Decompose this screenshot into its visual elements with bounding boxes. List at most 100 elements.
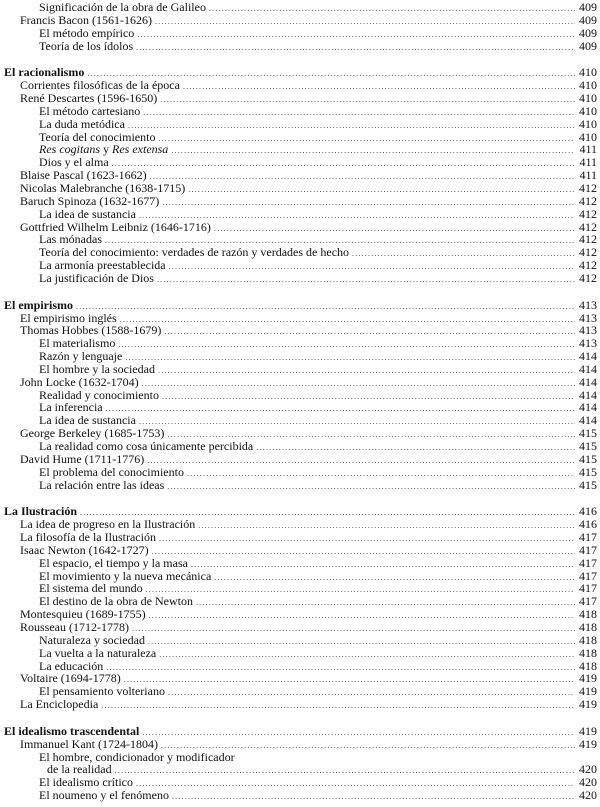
dot-leader <box>169 261 575 274</box>
entry-title: El hombre, condicionador y modificador <box>39 749 235 764</box>
entry-title: de la realidad <box>47 762 112 777</box>
dot-leader <box>128 120 575 133</box>
page-number: 412 <box>579 245 597 260</box>
entry-title: La relación entre las ideas <box>39 477 165 492</box>
toc-entry: René Descartes (1596-1650) 410 <box>0 92 600 105</box>
toc-entry: Las mónadas 412 <box>0 233 600 246</box>
page-number: 414 <box>579 374 597 389</box>
page-number: 409 <box>579 12 597 27</box>
page-number: 409 <box>579 25 597 40</box>
page-number: 415 <box>579 439 597 453</box>
page-number: 417 <box>579 542 597 557</box>
entry-title: La justificación de Dios <box>39 270 154 285</box>
entry-title: El hombre y la sociedad <box>39 361 155 376</box>
entry-title: La armonía preestablecida <box>39 258 166 273</box>
section-heading: El empirismo 413 <box>0 297 600 312</box>
dot-leader <box>143 107 575 120</box>
entry-title: Teoría del conocimiento <box>39 129 156 144</box>
entry-title: El espacio, el tiempo y la masa <box>39 555 188 570</box>
dot-leader <box>196 597 575 610</box>
toc-entry: Razón y lenguaje 414 <box>0 350 600 363</box>
page-number: 412 <box>579 180 597 195</box>
entry-title: La Enciclopedia <box>20 697 99 712</box>
entry-title: La idea de sustancia <box>39 413 136 428</box>
page-number: 413 <box>579 323 597 338</box>
toc-entry: La Enciclopedia 419 <box>0 698 600 711</box>
toc-section: Significación de la obra de Galileo409Fr… <box>0 1 600 52</box>
toc-entry: El método cartesiano 410 <box>0 105 600 118</box>
page-number: 420 <box>579 762 597 777</box>
entry-title: El pensamiento volteriano <box>39 684 165 699</box>
dot-leader <box>132 623 575 636</box>
page-number: 410 <box>579 129 597 144</box>
dot-leader <box>214 572 575 585</box>
page-number: 417 <box>579 555 597 570</box>
toc-section: El racionalismo410Corrientes filosóficas… <box>0 66 600 284</box>
page-number: 410 <box>579 91 597 106</box>
page-number: 412 <box>579 193 597 208</box>
page-number: 412 <box>579 232 597 247</box>
entry-title: El idealismo trascendental <box>4 723 140 738</box>
entry-title: Montesquieu (1689-1755) <box>20 607 146 622</box>
toc-entry: El sistema del mundo 417 <box>0 582 600 595</box>
toc-entry: Blaise Pascal (1623-1662) 411 <box>0 169 600 182</box>
page-number: 411 <box>579 168 597 183</box>
entry-title: George Berkeley (1685-1753) <box>20 426 165 441</box>
dot-leader <box>158 133 575 146</box>
dot-leader <box>106 403 575 416</box>
toc-entry: La idea de sustancia 414 <box>0 414 600 427</box>
toc-entry: La justificación de Dios 412 <box>0 272 600 285</box>
entry-title: El problema del conocimiento <box>39 464 184 479</box>
entry-title: John Locke (1632-1704) <box>20 374 139 389</box>
page-number: 418 <box>579 658 597 673</box>
entry-title: René Descartes (1596-1650) <box>20 91 158 106</box>
entry-title: El empirismo <box>4 297 73 312</box>
entry-title: El sistema del mundo <box>39 581 143 596</box>
entry-title: Las mónadas <box>39 232 102 247</box>
entry-title: Naturaleza y sociedad <box>39 632 145 647</box>
entry-title: Blaise Pascal (1623-1662) <box>20 168 147 183</box>
toc-section: El empirismo413El empirismo inglés413Tho… <box>0 297 600 492</box>
page-number: 412 <box>579 219 597 234</box>
toc-entry: Teoría del conocimiento: verdades de raz… <box>0 246 600 259</box>
dot-leader <box>112 158 575 171</box>
dot-leader <box>157 274 575 287</box>
page-number: 413 <box>579 336 597 351</box>
page-number: 417 <box>579 581 597 596</box>
page-number: 420 <box>579 788 597 803</box>
entry-title: Teoría del conocimiento: verdades de raz… <box>39 245 350 260</box>
toc-entry: Voltaire (1694-1778) 419 <box>0 672 600 685</box>
entry-title: Thomas Hobbes (1588-1679) <box>20 323 162 338</box>
entry-title: Voltaire (1694-1778) <box>20 671 121 686</box>
page-number: 415 <box>579 426 597 441</box>
dot-leader <box>106 662 575 675</box>
dot-leader <box>147 455 575 468</box>
entry-title: Realidad y conocimiento <box>39 387 159 402</box>
dot-leader <box>159 649 575 662</box>
toc-entry: John Locke (1632-1704) 414 <box>0 374 600 389</box>
entry-title: Immanuel Kant (1724-1804) <box>20 736 158 751</box>
entry-title: Teoría de los ídolos <box>39 38 134 53</box>
toc-entry: David Hume (1711-1776) 415 <box>0 451 600 468</box>
section-heading: El idealismo trascendental 419 <box>0 725 600 738</box>
toc-entry: Nicolas Malebranche (1638-1715) 412 <box>0 182 600 195</box>
dot-leader <box>160 94 575 107</box>
dot-leader <box>171 145 575 158</box>
entry-title: Corrientes filosóficas de la época <box>20 78 180 93</box>
dot-leader <box>115 765 575 778</box>
entry-title: La idea de progreso en la Ilustración <box>20 517 196 532</box>
page-number: 414 <box>579 400 597 415</box>
page-number: 417 <box>579 568 597 583</box>
toc-entry: Immanuel Kant (1724-1804) 419 <box>0 736 600 751</box>
toc-entry: Teoría de los ídolos 409 <box>0 38 600 53</box>
page-number: 412 <box>579 206 597 221</box>
page-number: 410 <box>579 65 597 80</box>
toc-entry: El problema del conocimiento 415 <box>0 464 600 479</box>
entry-title: David Hume (1711-1776) <box>20 451 145 466</box>
toc-entry: Isaac Newton (1642-1727) 417 <box>0 544 600 557</box>
page-number: 416 <box>579 504 597 519</box>
page-number: 411 <box>579 142 597 157</box>
dot-leader <box>142 727 575 740</box>
section-heading: La Ilustración 416 <box>0 505 600 518</box>
toc-entry: Res cogitans y Res extensa 411 <box>0 143 600 156</box>
